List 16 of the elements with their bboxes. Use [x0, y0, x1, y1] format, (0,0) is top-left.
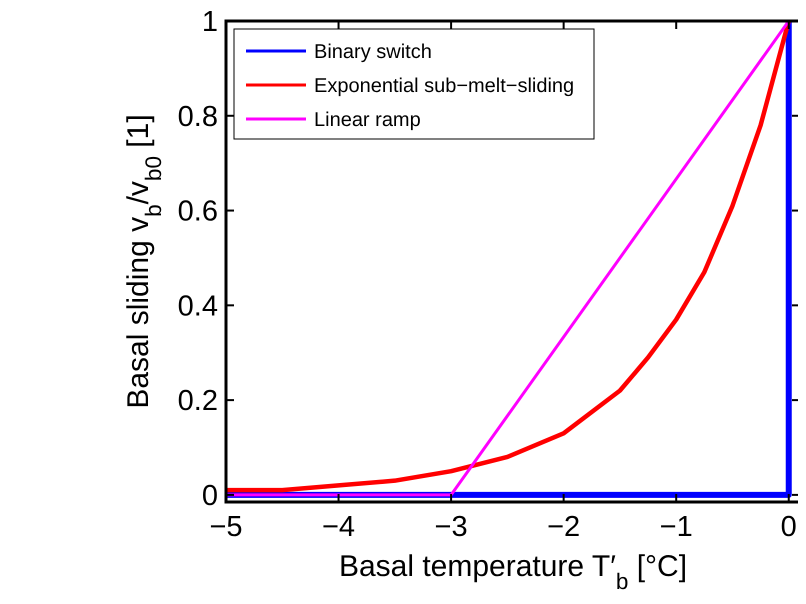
x-tick-label: −5	[209, 511, 243, 543]
y-tick-label: 1	[202, 6, 218, 38]
y-tick-label: 0.8	[178, 100, 218, 133]
legend-label: Exponential sub−melt−sliding	[314, 75, 574, 97]
x-axis-title: Basal temperature T′$_{b}$ [°C]	[338, 550, 688, 594]
y-tick-label: 0.2	[178, 385, 218, 418]
x-tick-label: −2	[547, 511, 580, 543]
y-tick-label: 0.4	[178, 290, 218, 322]
legend-label: Linear ramp	[314, 109, 421, 131]
y-tick-label: 0.6	[178, 196, 218, 228]
x-tick-label: −3	[434, 511, 468, 543]
x-tick-label: −1	[660, 511, 693, 543]
x-tick-label: 0	[780, 511, 797, 543]
x-tick-label: −4	[322, 511, 356, 543]
legend-label: Binary switch	[314, 41, 432, 63]
y-tick-label: 0	[202, 480, 218, 512]
